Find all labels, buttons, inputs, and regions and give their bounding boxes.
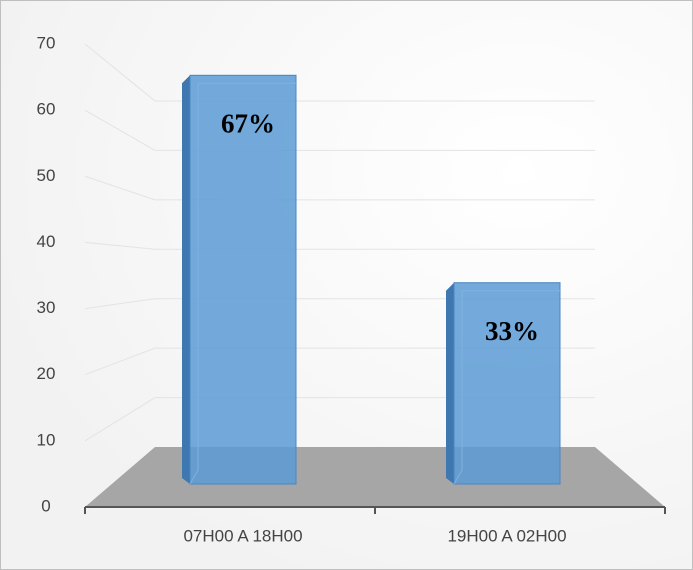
grid-line <box>84 175 156 201</box>
y-tick-label: 40 <box>37 232 56 251</box>
bar-side <box>446 282 454 484</box>
bar-edge <box>197 82 296 470</box>
bar-edge <box>453 469 463 485</box>
x-tick-label: 07H00 A 18H00 <box>183 526 302 545</box>
y-tick-label: 10 <box>37 430 56 449</box>
data-label: 67% <box>221 109 275 139</box>
y-tick-label: 60 <box>37 100 56 119</box>
y-tick-label: 70 <box>37 33 56 52</box>
bar-side <box>182 75 190 485</box>
grid-line <box>84 298 156 310</box>
bar <box>453 282 561 485</box>
grid-line <box>84 109 156 151</box>
grid-line <box>84 43 156 102</box>
x-tick-label: 19H00 A 02H00 <box>447 526 566 545</box>
grid-line <box>84 241 156 250</box>
floor <box>85 447 665 507</box>
y-tick-label: 30 <box>37 298 56 317</box>
bar <box>189 74 297 485</box>
y-tick-label: 50 <box>37 166 56 185</box>
grid-line <box>84 347 156 376</box>
y-tick-label: 0 <box>41 496 50 515</box>
bar-edge <box>461 290 560 470</box>
y-tick-label: 20 <box>37 364 56 383</box>
bar-edge <box>189 469 199 485</box>
data-label: 33% <box>485 316 539 346</box>
grid-line <box>84 397 156 442</box>
